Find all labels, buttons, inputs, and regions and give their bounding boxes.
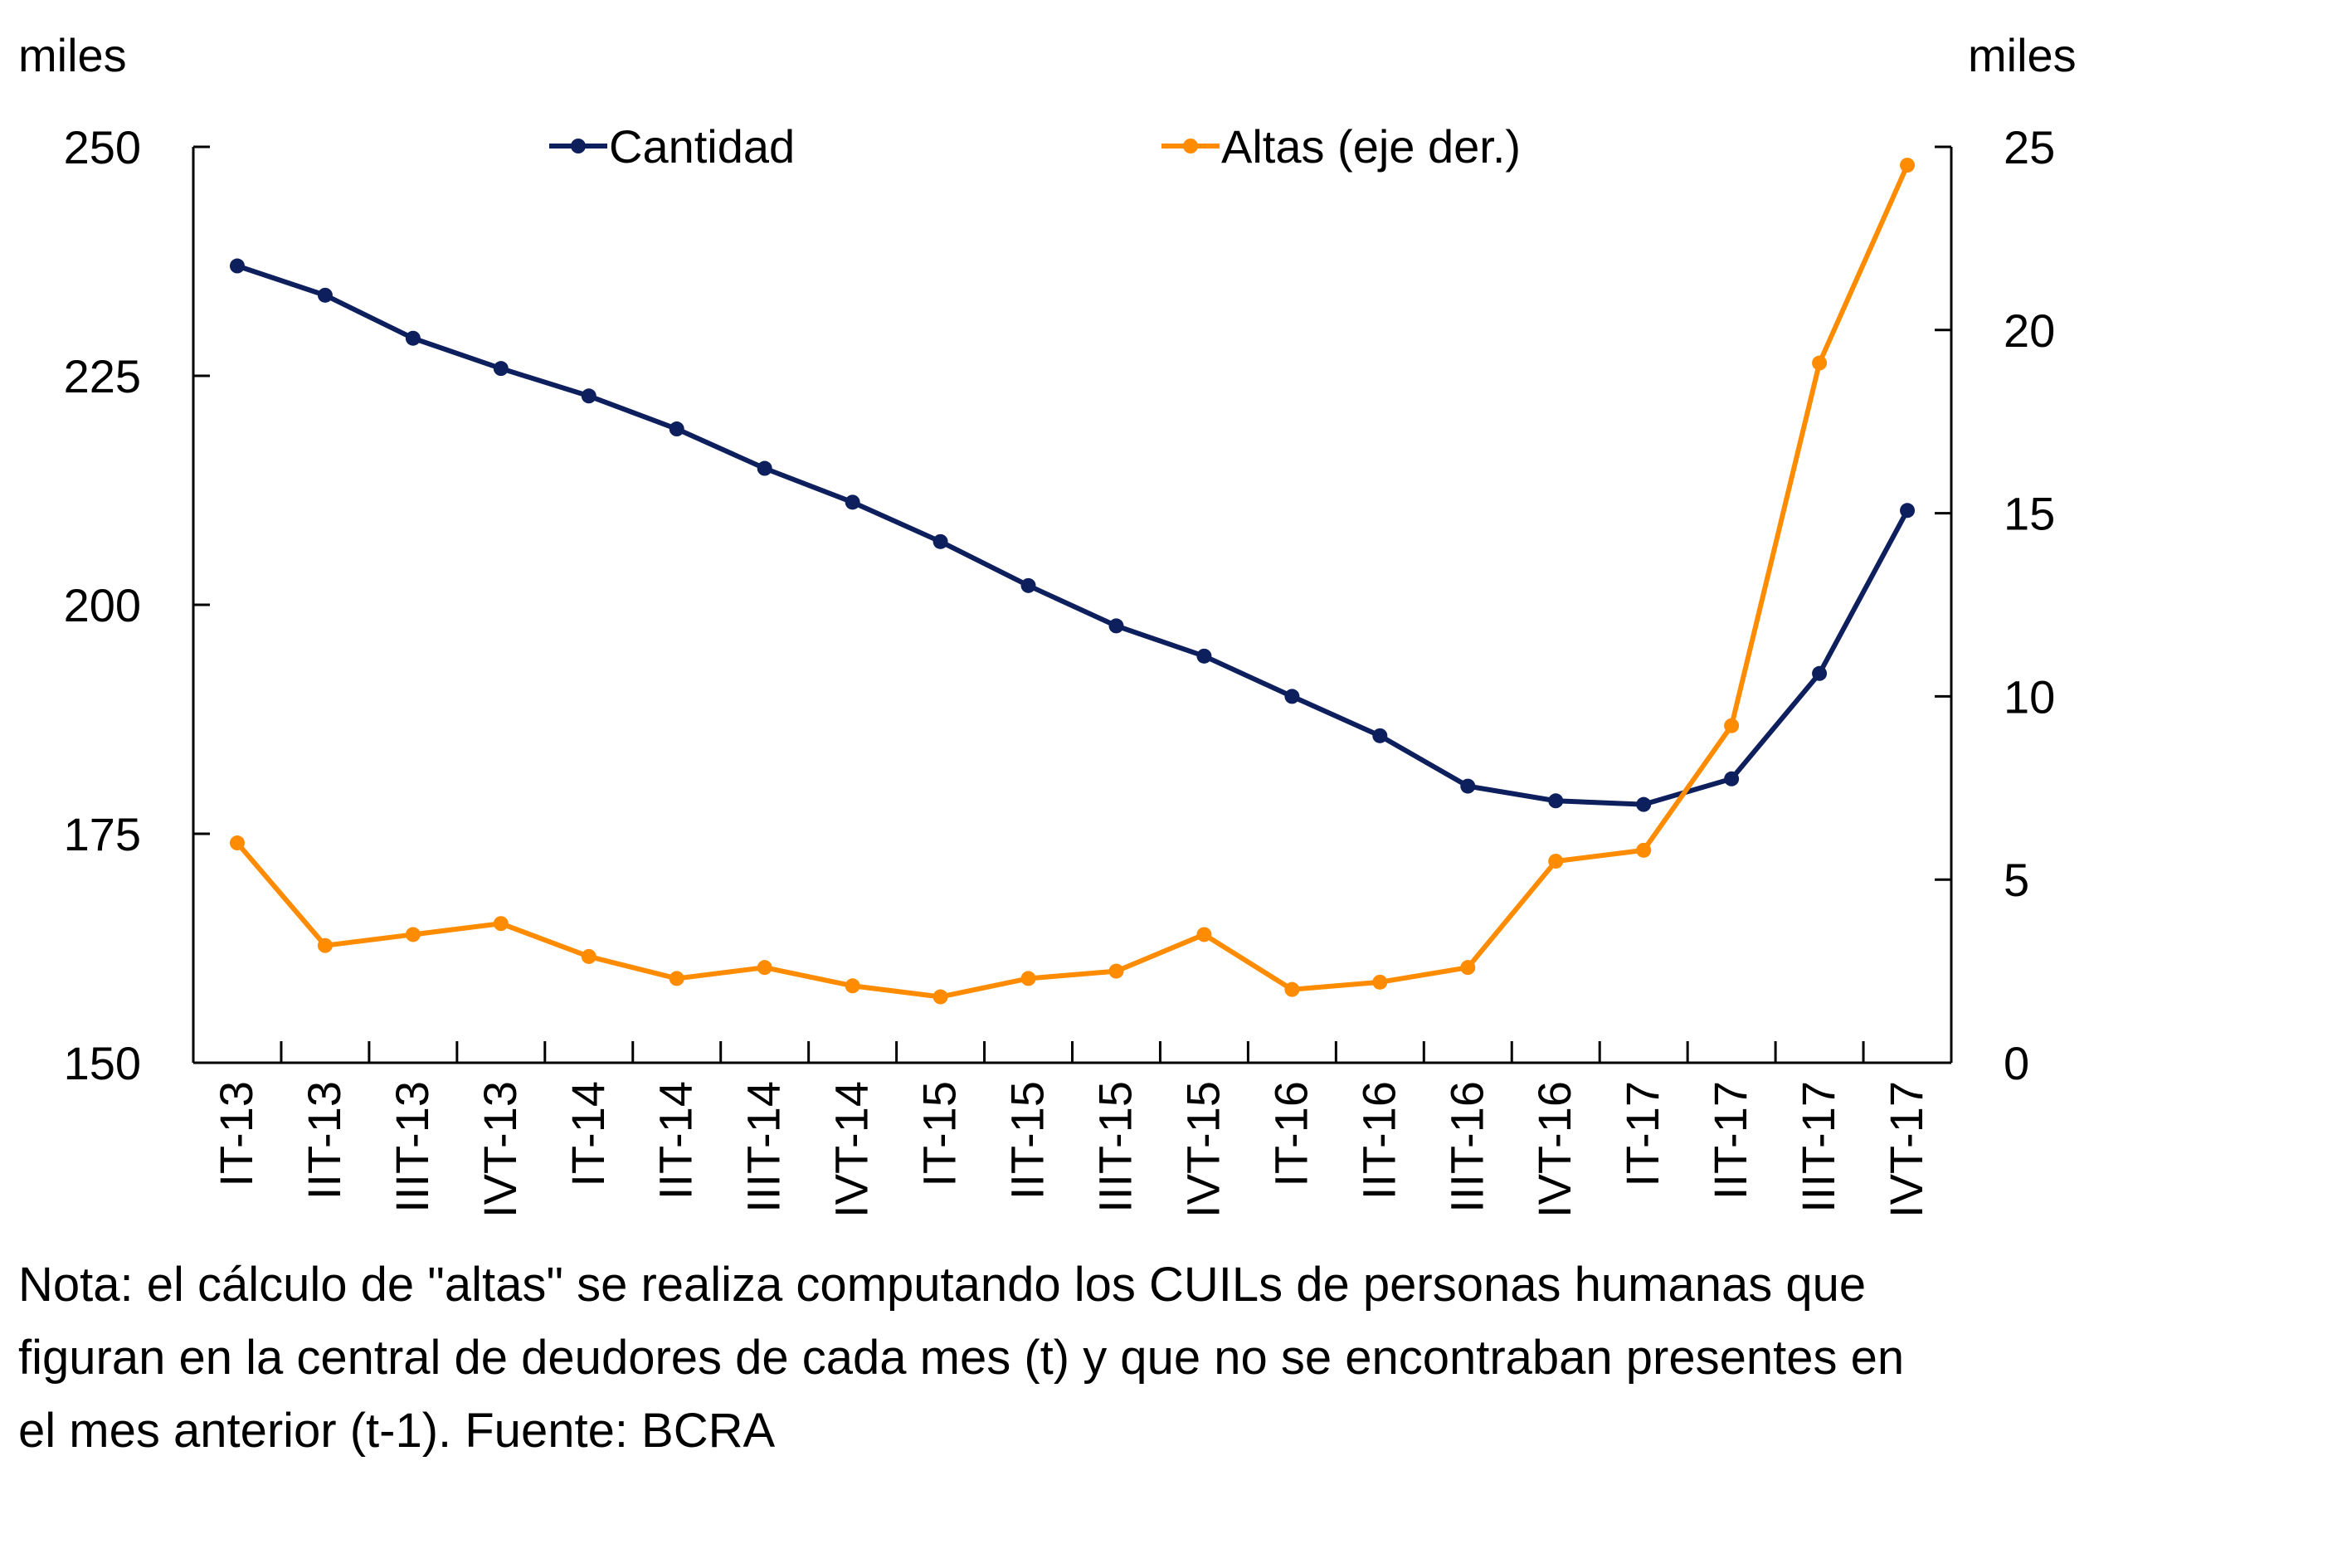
x-tick-label: IVT-13: [474, 1081, 526, 1218]
right-tick-label: 10: [2004, 670, 2055, 723]
left-axis-ticks: 150 175 200 225 250: [64, 121, 210, 1089]
data-point: [1020, 577, 1036, 593]
data-point: [405, 927, 421, 942]
data-point: [1196, 648, 1212, 664]
data-point: [229, 835, 245, 851]
legend-item-cantidad: Cantidad: [549, 120, 795, 173]
x-tick-label: IIT-13: [298, 1081, 350, 1200]
data-point: [317, 287, 333, 303]
data-point: [1548, 793, 1564, 809]
x-tick-label: IT-17: [1616, 1081, 1668, 1187]
legend-label-cantidad: Cantidad: [609, 120, 795, 173]
data-point: [1636, 796, 1652, 812]
right-axis-unit-label: miles: [1968, 29, 2077, 81]
legend: Cantidad Altas (eje der.): [549, 120, 1521, 173]
x-tick-label: IIIT-16: [1440, 1081, 1493, 1213]
data-point: [1020, 971, 1036, 986]
data-point: [493, 361, 509, 377]
x-tick-label: IIT-15: [1001, 1081, 1054, 1200]
x-tick-label: IVT-17: [1880, 1081, 1932, 1218]
right-tick-label: 25: [2004, 121, 2055, 173]
data-point: [1900, 158, 1916, 173]
x-tick-label: IIT-14: [650, 1081, 702, 1200]
data-point: [1812, 665, 1828, 681]
data-point: [1372, 728, 1388, 743]
data-point: [1812, 355, 1828, 371]
data-point: [669, 421, 684, 437]
data-point: [1900, 503, 1916, 519]
legend-marker-altas: [1183, 139, 1198, 153]
data-point: [1724, 718, 1740, 733]
series-line: [235, 163, 1910, 1000]
data-point: [1284, 981, 1300, 997]
x-tick-label: IIIT-17: [1792, 1081, 1844, 1213]
data-point: [1724, 771, 1740, 786]
legend-marker-cantidad: [571, 139, 586, 153]
legend-label-altas: Altas (eje der.): [1221, 120, 1521, 173]
legend-item-altas: Altas (eje der.): [1161, 120, 1521, 173]
data-point: [1636, 842, 1652, 858]
data-point: [1108, 963, 1124, 979]
x-tick-label: IT-16: [1264, 1081, 1317, 1187]
x-tick-label: IIIT-13: [386, 1081, 438, 1213]
line-chart: 150 175 200 225 250 0 5 10 15 20 25 IT-13 IIT-13 II…: [18, 29, 2077, 1218]
data-point: [933, 533, 948, 549]
left-axis-unit-label: miles: [18, 29, 127, 81]
series-altas: [229, 158, 1916, 1005]
right-tick-label: 0: [2004, 1037, 2029, 1089]
right-tick-label: 20: [2004, 304, 2055, 357]
left-tick-label: 200: [64, 579, 141, 631]
left-tick-label: 225: [64, 350, 141, 402]
x-tick-label: IIIT-14: [738, 1081, 790, 1213]
data-point: [1284, 689, 1300, 704]
x-tick-label: IIT-17: [1704, 1081, 1756, 1200]
series-line: [236, 263, 1910, 807]
x-tick-label: IT-15: [913, 1081, 966, 1187]
data-point: [1460, 778, 1476, 794]
x-tick-label: IVT-16: [1528, 1081, 1580, 1218]
data-point: [757, 460, 772, 476]
right-tick-label: 15: [2004, 488, 2055, 540]
right-axis-ticks: 0 5 10 15 20 25: [1935, 121, 2055, 1089]
data-point: [229, 258, 245, 274]
data-point: [1460, 960, 1476, 976]
data-point: [1196, 927, 1212, 942]
x-tick-label: IT-13: [210, 1081, 262, 1187]
data-point: [845, 494, 860, 510]
data-point: [581, 388, 597, 404]
data-point: [1372, 974, 1388, 990]
data-point: [581, 948, 597, 964]
series-group: [229, 158, 1916, 1005]
x-tick-label: IVT-15: [1176, 1081, 1229, 1218]
data-point: [1548, 854, 1564, 869]
x-tick-label: IVT-14: [825, 1081, 878, 1218]
note-line-3: el mes anterior (t-1). Fuente: BCRA: [18, 1404, 776, 1458]
note-line-2: figuran en la central de deudores de cad…: [18, 1331, 1905, 1385]
series-cantidad: [229, 258, 1916, 812]
data-point: [405, 330, 421, 346]
data-point: [933, 989, 948, 1005]
x-tick-label: IIIT-15: [1088, 1081, 1141, 1213]
data-point: [669, 971, 684, 986]
x-axis-ticks: IT-13 IIT-13 IIIT-13 IVT-13 IT-14 IIT-14 IIIT-…: [210, 1041, 1932, 1218]
data-point: [845, 978, 860, 994]
right-tick-label: 5: [2004, 854, 2029, 906]
data-point: [317, 937, 333, 953]
data-point: [757, 960, 772, 976]
note-line-1: Nota: el cálculo de "altas" se realiza c…: [18, 1258, 1867, 1312]
x-tick-label: IT-14: [562, 1081, 614, 1187]
data-point: [493, 916, 509, 932]
left-tick-label: 150: [64, 1037, 141, 1089]
left-tick-label: 250: [64, 121, 141, 173]
left-tick-label: 175: [64, 808, 141, 860]
chart-note: Nota: el cálculo de "altas" se realiza c…: [18, 1249, 2175, 1468]
x-tick-label: IIT-16: [1352, 1081, 1405, 1200]
data-point: [1108, 618, 1124, 634]
